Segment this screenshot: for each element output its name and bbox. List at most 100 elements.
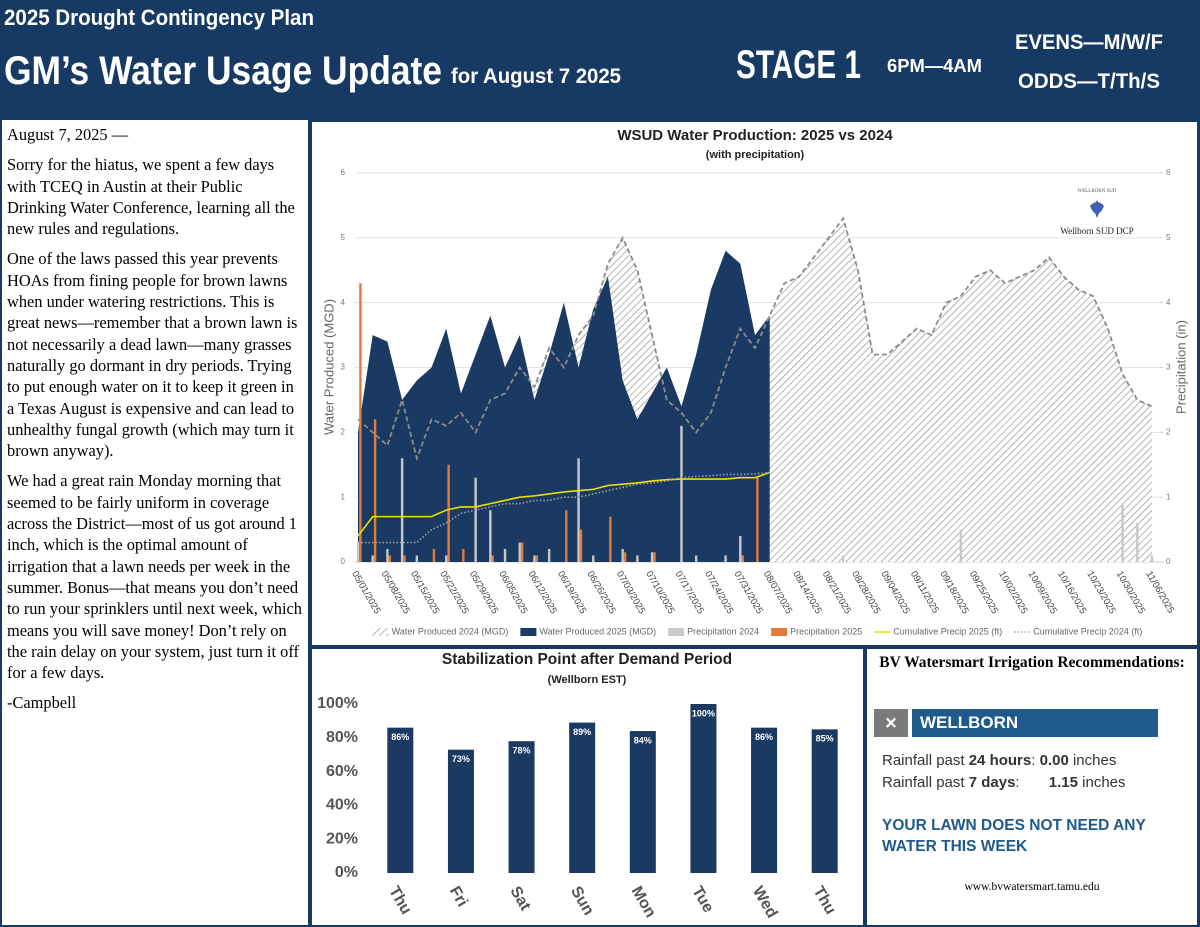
legend-label: Cumulative Precip 2025 (ft) <box>893 626 1002 636</box>
close-box: × <box>874 709 908 737</box>
y-axis-label: Water Produced (MGD) <box>321 299 336 435</box>
value-label: 84% <box>634 735 652 745</box>
precip-bar <box>503 549 507 562</box>
y-tick-label: 4 <box>341 298 346 307</box>
legend-label: Water Produced 2025 (MGD) <box>539 626 656 636</box>
precip-bar <box>621 549 624 562</box>
stage: STAGE 1 <box>736 43 861 87</box>
y2-tick-label: 4 <box>1166 298 1171 307</box>
precip-bar <box>445 555 448 562</box>
precip-bar <box>741 555 744 562</box>
y-tick-label: 0 <box>341 557 346 566</box>
precip-bar <box>386 549 389 562</box>
value-label: 85% <box>816 734 834 744</box>
legend-swatch <box>668 628 685 636</box>
y-tick-label: 20% <box>326 830 358 847</box>
precip-bar <box>579 529 583 562</box>
chart-subtitle: (with precipitation) <box>706 149 805 161</box>
y2-tick-label: 2 <box>1166 427 1171 436</box>
precip-bar <box>373 419 377 562</box>
precip-bar <box>462 549 465 562</box>
y-tick-label: 100% <box>317 695 358 712</box>
amount: 1.15 <box>1048 774 1078 791</box>
irrigation-panel: BV Watersmart Irrigation Recommendations… <box>867 649 1197 925</box>
rainfall-row: Rainfall past 24 hours: 0.00 inches <box>882 752 1117 769</box>
precip-bar <box>356 542 360 562</box>
url: www.bvwatersmart.tamu.edu <box>964 881 1100 893</box>
y-tick-label: 2 <box>341 427 346 436</box>
precip-bar <box>653 552 656 562</box>
y-tick-label: 1 <box>341 492 346 501</box>
legend-swatch <box>372 628 389 636</box>
precip-bar <box>533 555 536 562</box>
precip-bar <box>694 555 698 562</box>
paragraph: Sorry for the hiatus, we spent a few day… <box>7 155 295 239</box>
paragraph: We had a great rain Monday morning that … <box>7 471 302 683</box>
legend-label: Precipitation 2025 <box>790 626 862 636</box>
y-tick-label: 40% <box>326 797 358 814</box>
y2-tick-label: 5 <box>1166 233 1171 242</box>
precip-bar <box>388 555 392 562</box>
odds-schedule: ODDS—T/Th/S <box>1018 70 1160 93</box>
article: August 7, 2025 — Sorry for the hiatus, w… <box>2 120 308 925</box>
bar <box>751 727 778 873</box>
bar <box>811 729 838 873</box>
precip-bar <box>1136 523 1139 562</box>
precip-bar <box>371 555 374 562</box>
legend-label: Cumulative Precip 2024 (ft) <box>1033 626 1142 636</box>
y-tick-label: 5 <box>341 233 346 242</box>
precip-bar <box>739 536 742 562</box>
y-tick-label: 80% <box>326 729 358 746</box>
y-tick-label: 6 <box>341 168 346 177</box>
legend-swatch <box>771 628 788 636</box>
precip-bar <box>491 555 494 562</box>
header: 2025 Drought Contingency Plan GM’s Water… <box>4 5 1163 93</box>
precip-bar <box>359 283 362 562</box>
location: WELLBORN <box>912 709 1158 737</box>
irrigation-heading: BV Watersmart Irrigation Recommendations… <box>879 654 1185 671</box>
bar <box>447 749 474 873</box>
close-glyph: × <box>885 712 897 734</box>
bar <box>690 704 717 873</box>
precip-bar <box>1121 503 1124 562</box>
precip-bar <box>520 542 524 562</box>
title: GM’s Water Usage Update <box>4 49 442 93</box>
precip-bar <box>474 477 477 562</box>
precip-bar <box>432 549 436 562</box>
precip-bar <box>756 477 759 562</box>
label: Rainfall past <box>882 752 965 769</box>
unit: inches <box>1072 752 1117 769</box>
bar <box>387 727 414 873</box>
precip-bar <box>724 555 727 562</box>
rainfall-row: Rainfall past 7 days: 1.15 inches <box>882 774 1126 791</box>
y-tick-label: 3 <box>341 363 346 372</box>
y2-tick-label: 0 <box>1166 557 1171 566</box>
bar <box>508 741 535 873</box>
y2-tick-label: 6 <box>1166 168 1171 177</box>
precip-bar <box>447 464 450 562</box>
annotation: Wellborn SUD DCP <box>1060 226 1133 236</box>
unit: inches <box>1082 774 1126 791</box>
kicker: 2025 Drought Contingency Plan <box>4 5 314 30</box>
logo-icon <box>1090 200 1104 218</box>
legend: Water Produced 2024 (MGD) Water Produced … <box>372 626 1142 636</box>
line <box>357 471 770 537</box>
area <box>358 250 770 563</box>
y2-tick-label: 1 <box>1166 492 1171 501</box>
precip-bar <box>577 458 580 562</box>
value-label: 78% <box>513 746 531 756</box>
precip-bar <box>565 510 568 562</box>
precip-bar <box>842 555 845 562</box>
y-tick-label: 60% <box>326 763 358 780</box>
value-label: 86% <box>755 732 773 742</box>
label: Rainfall past <box>882 774 965 791</box>
legend-swatch <box>520 628 537 636</box>
precip-bar <box>680 425 683 562</box>
precip-bar <box>650 552 654 562</box>
y2-axis-label: Precipitation (in) <box>1173 320 1188 414</box>
precip-bar <box>518 542 521 562</box>
precip-bar <box>400 458 404 562</box>
precip-bar <box>609 516 612 562</box>
